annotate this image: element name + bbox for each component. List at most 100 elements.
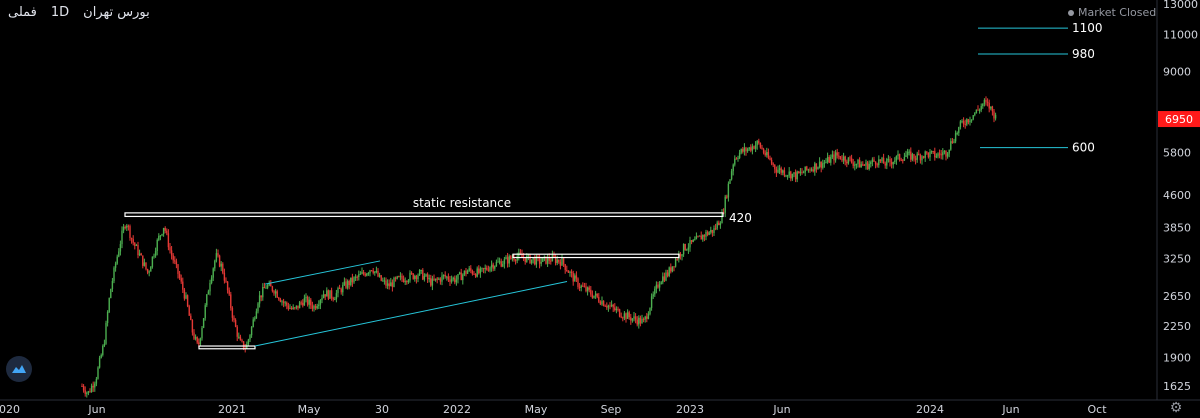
candle-body bbox=[580, 285, 582, 288]
interval-label[interactable]: 1D bbox=[50, 5, 70, 20]
candle-body bbox=[458, 272, 461, 275]
candle-body bbox=[598, 296, 600, 302]
candle-body bbox=[466, 270, 469, 274]
candle-body bbox=[809, 169, 811, 171]
candle-body bbox=[479, 268, 482, 274]
candle-body bbox=[110, 289, 112, 299]
candle-body bbox=[233, 317, 235, 320]
candle-body bbox=[454, 277, 456, 283]
candle-body bbox=[716, 222, 718, 229]
candle-body bbox=[500, 261, 502, 267]
candle-body bbox=[756, 140, 758, 146]
symbol-label[interactable]: فملی bbox=[8, 5, 37, 20]
candle-body bbox=[148, 271, 150, 273]
candle-body bbox=[335, 293, 338, 300]
candle-body bbox=[167, 233, 170, 248]
candle-body bbox=[294, 307, 296, 309]
candle-body bbox=[881, 157, 883, 162]
candle-body bbox=[804, 166, 806, 173]
candle-body bbox=[850, 158, 853, 163]
candle-body bbox=[169, 247, 171, 251]
candle-body bbox=[991, 106, 994, 112]
candle-body bbox=[372, 270, 374, 273]
candle-body bbox=[113, 267, 115, 282]
candle-body bbox=[791, 173, 794, 179]
candle-body bbox=[494, 266, 496, 269]
candle-body bbox=[380, 275, 382, 281]
tradingview-logo-icon[interactable] bbox=[6, 356, 32, 382]
y-tick-label: 9000 bbox=[1163, 66, 1191, 79]
candle-body bbox=[94, 383, 96, 388]
candle-body bbox=[378, 275, 381, 277]
last-price-label: 6950 bbox=[1165, 113, 1193, 126]
candle-body bbox=[238, 336, 240, 338]
candle-body bbox=[703, 235, 706, 237]
candle-body bbox=[663, 276, 666, 281]
candle-body bbox=[414, 275, 416, 279]
candle-body bbox=[450, 279, 453, 282]
candle-body bbox=[178, 273, 181, 279]
candle-body bbox=[503, 259, 506, 265]
x-tick-label: Sep bbox=[601, 403, 622, 416]
candle-body bbox=[796, 171, 798, 180]
candle-body bbox=[655, 284, 658, 289]
candle-body bbox=[306, 296, 309, 305]
target-line-980-label: 980 bbox=[1072, 47, 1095, 61]
candle-body bbox=[975, 109, 978, 114]
candle-body bbox=[610, 304, 613, 307]
candle-body bbox=[242, 341, 245, 349]
consolidation-box[interactable] bbox=[512, 253, 680, 259]
candle-body bbox=[271, 286, 274, 292]
channel-upper-line[interactable] bbox=[264, 260, 381, 285]
candle-body bbox=[258, 295, 261, 304]
candle-body bbox=[684, 243, 686, 250]
candle-body bbox=[726, 196, 728, 198]
candle-body bbox=[775, 169, 778, 173]
candle-body bbox=[807, 169, 810, 171]
candle-body bbox=[764, 152, 766, 156]
x-tick-label: Jun bbox=[1001, 403, 1019, 416]
candle-body bbox=[799, 171, 802, 174]
candle-body bbox=[841, 159, 843, 161]
candle-body bbox=[889, 159, 891, 163]
candle-body bbox=[524, 258, 526, 262]
candle-body bbox=[740, 149, 742, 153]
candle-body bbox=[534, 258, 536, 265]
candle-body bbox=[970, 119, 973, 121]
candle-body bbox=[108, 298, 110, 313]
candle-body bbox=[844, 156, 846, 162]
candle-body bbox=[431, 278, 434, 286]
candle-body bbox=[337, 288, 339, 294]
candle-body bbox=[855, 163, 858, 165]
channel-lower-line[interactable] bbox=[254, 281, 568, 347]
candle-body bbox=[774, 164, 776, 170]
candle-body bbox=[198, 342, 200, 345]
candle-body bbox=[508, 256, 510, 264]
candle-body bbox=[874, 161, 877, 165]
candle-body bbox=[892, 162, 894, 165]
candle-body bbox=[95, 378, 98, 384]
gear-icon[interactable]: ⚙ bbox=[1169, 400, 1183, 416]
candle-body bbox=[788, 171, 790, 176]
candle-body bbox=[172, 255, 174, 261]
candle-body bbox=[223, 272, 226, 281]
candle-body bbox=[548, 257, 550, 261]
candle-body bbox=[121, 230, 123, 245]
candle-body bbox=[935, 156, 938, 158]
candle-body bbox=[409, 272, 411, 281]
support-box[interactable] bbox=[198, 345, 256, 350]
resistance-box[interactable] bbox=[124, 212, 724, 218]
candle-body bbox=[694, 239, 696, 241]
candle-body bbox=[143, 262, 146, 266]
candle-body bbox=[625, 313, 627, 319]
candle-body bbox=[782, 170, 784, 173]
candle-body bbox=[706, 231, 709, 235]
candle-body bbox=[890, 162, 893, 165]
candle-body bbox=[695, 236, 698, 240]
candle-body bbox=[902, 160, 904, 162]
candle-body bbox=[572, 273, 574, 282]
candle-body bbox=[932, 151, 934, 153]
candle-body bbox=[817, 166, 819, 170]
candle-body bbox=[234, 319, 237, 327]
